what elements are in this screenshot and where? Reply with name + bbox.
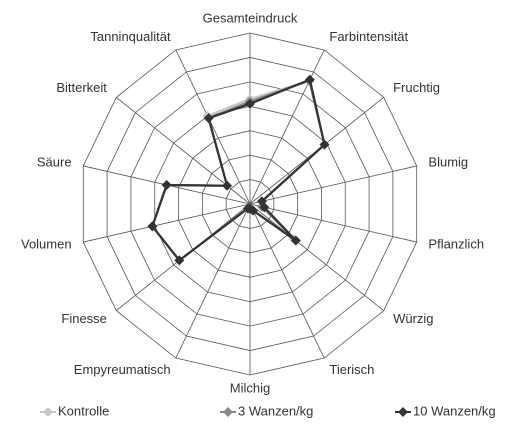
axis-label: Würzig bbox=[393, 311, 433, 326]
marker bbox=[203, 113, 214, 124]
spoke bbox=[249, 203, 325, 359]
marker bbox=[319, 139, 330, 150]
axis-label: Pflanzlich bbox=[428, 237, 484, 252]
legend-marker bbox=[43, 407, 53, 417]
legend-label: 10 Wanzen/kg bbox=[413, 403, 496, 418]
marker bbox=[147, 221, 158, 232]
marker bbox=[245, 98, 255, 109]
axis-label: Farbintensität bbox=[329, 29, 408, 44]
spoke bbox=[249, 203, 417, 243]
marker bbox=[304, 74, 315, 85]
spoke bbox=[116, 97, 251, 205]
spoke bbox=[175, 49, 251, 205]
marker bbox=[161, 180, 172, 190]
axis-label: Blumig bbox=[428, 154, 468, 169]
series-line bbox=[151, 78, 326, 262]
axis-label: Fruchtig bbox=[393, 80, 440, 95]
axis-label: Milchig bbox=[230, 380, 270, 395]
spoke bbox=[249, 165, 417, 205]
marker bbox=[290, 235, 301, 246]
spoke bbox=[83, 203, 251, 243]
legend-label: Kontrolle bbox=[58, 403, 109, 418]
axis-label: Empyreumatisch bbox=[74, 362, 171, 377]
axis-label: Bitterkeit bbox=[56, 80, 107, 95]
marker bbox=[222, 180, 233, 191]
axis-label: Tierisch bbox=[329, 362, 374, 377]
spoke bbox=[249, 49, 325, 205]
axis-label: Tanninqualität bbox=[90, 29, 171, 44]
axis-label: Säure bbox=[37, 154, 72, 169]
spoke bbox=[175, 203, 251, 359]
marker bbox=[174, 255, 185, 266]
legend-marker bbox=[223, 407, 233, 417]
legend-marker bbox=[398, 407, 408, 417]
axis-label: Volumen bbox=[21, 237, 72, 252]
axis-label: Finesse bbox=[61, 311, 107, 326]
marker bbox=[242, 203, 253, 214]
spoke bbox=[249, 203, 384, 311]
legend-label: 3 Wanzen/kg bbox=[238, 403, 313, 418]
marker bbox=[259, 202, 270, 213]
axis-label: Gesamteindruck bbox=[203, 10, 298, 25]
